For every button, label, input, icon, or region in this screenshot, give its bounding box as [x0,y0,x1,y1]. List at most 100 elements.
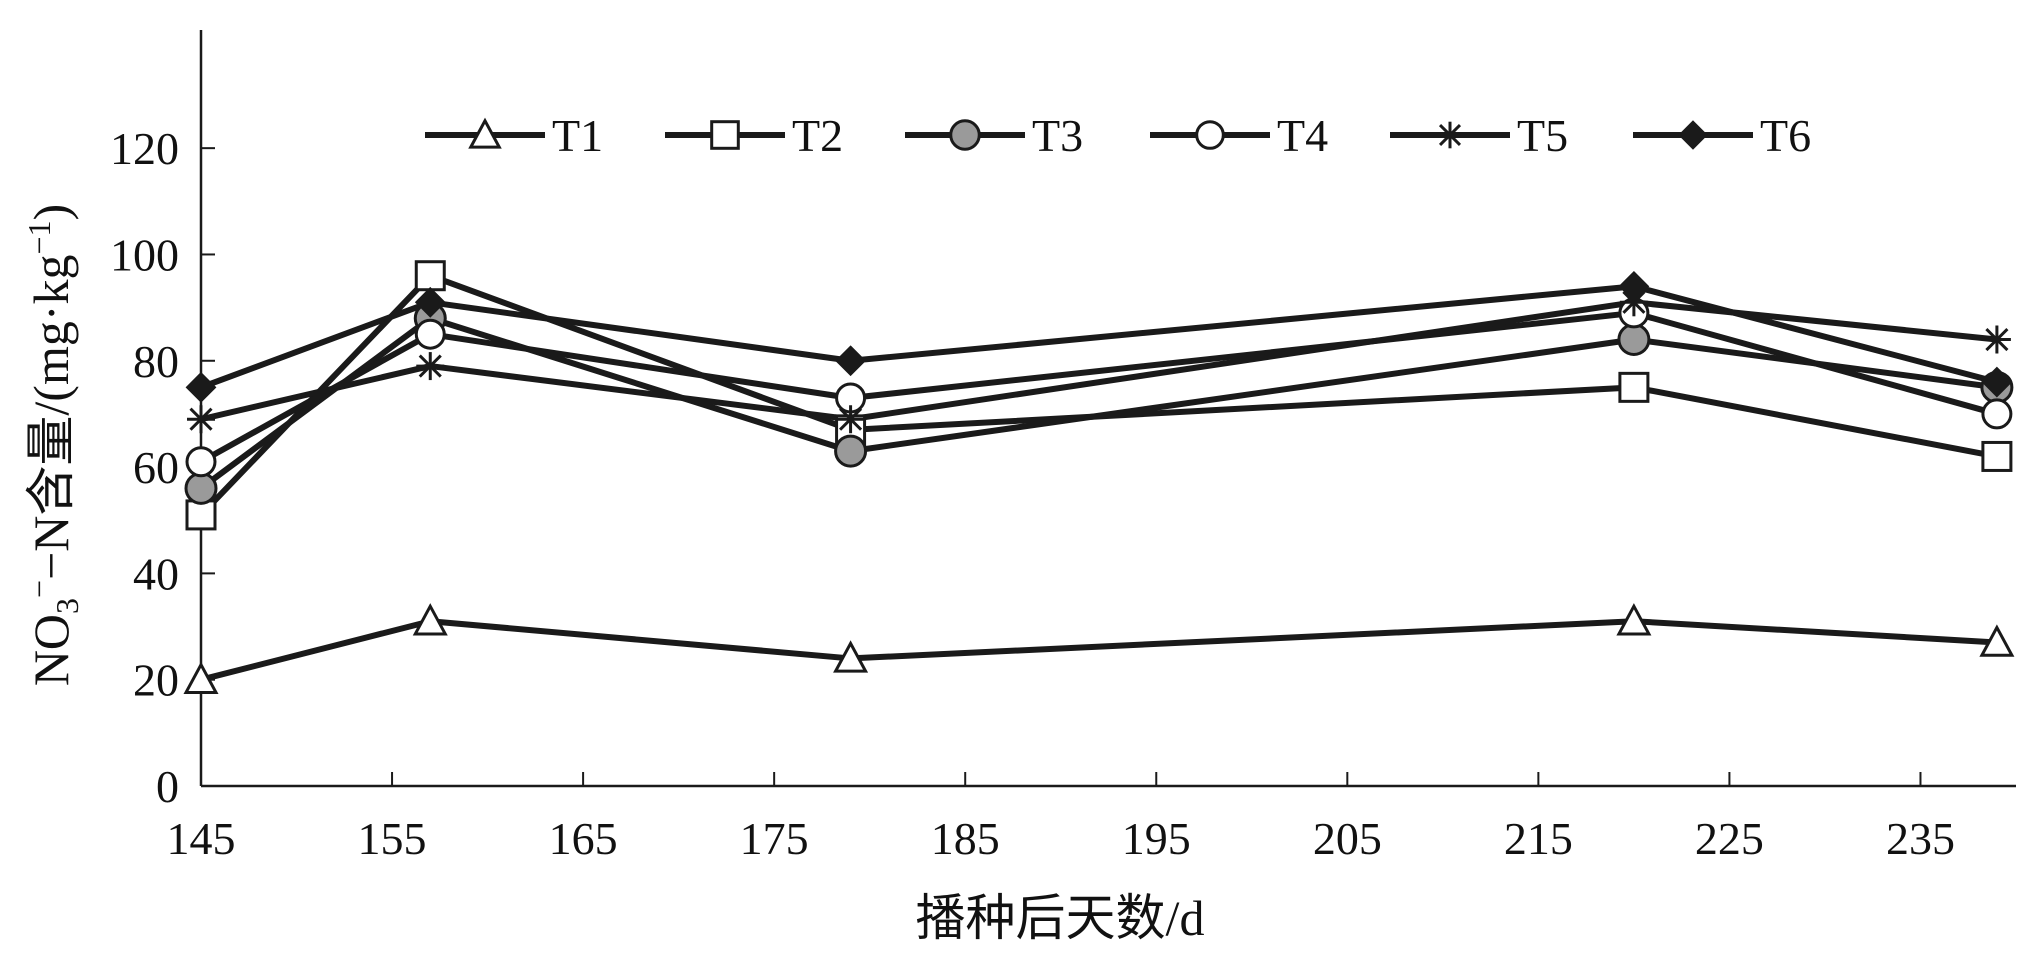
data-point-t1 [833,640,869,673]
data-point-t1 [1979,624,2015,657]
y-tick-label: 20 [133,655,179,706]
gray-circle-marker [834,434,868,468]
legend-item-t3: T3 [905,110,1083,161]
y-tick-label: 0 [156,761,179,812]
gray-circle-marker [184,471,218,505]
diamond-marker [185,371,217,403]
data-point-t1 [412,603,448,636]
data-point-t2 [414,260,446,292]
y-tick-label: 100 [110,229,179,280]
diamond-marker [835,345,866,377]
legend-item-t2: T2 [665,110,843,161]
data-point-t1 [1616,603,1652,636]
asterisk-stroke [839,407,863,431]
square-marker [414,260,446,292]
data-point-t5 [416,352,445,381]
x-tick-label: 185 [931,813,1000,864]
legend-item-t5: T5 [1390,110,1568,161]
y-tick-label: 80 [133,336,179,387]
asterisk-stroke [1438,123,1462,147]
legend-label: T6 [1760,110,1811,161]
data-point-t4 [185,446,217,478]
asterisk-stroke [1985,327,2009,352]
y-title-no: NO [23,614,79,686]
triangle-marker [183,661,219,694]
legend-item-t6: T6 [1633,110,1811,161]
legend-marker [710,120,740,150]
y-title-sub3: 3 [49,598,85,614]
square-marker [185,499,217,531]
data-point-t2 [185,499,217,531]
triangle-marker [1979,624,2015,657]
series-line-t1 [198,618,2000,683]
y-tick-label: 60 [133,442,179,493]
legend-marker [1678,120,1708,150]
open-circle-marker [1195,120,1225,150]
legend: T1 T2 T3 T4 T5 T6 [425,110,1811,161]
data-point-t2 [1981,440,2013,472]
data-point-t6 [835,345,866,377]
x-tick-label: 235 [1886,813,1955,864]
legend-marker [1195,120,1225,150]
legend-label: T3 [1032,110,1083,161]
legend-item-t1: T1 [425,110,603,161]
diamond-marker [1678,120,1708,150]
asterisk-stroke [418,354,442,378]
x-axis-title: 播种后天数/d [916,890,1205,946]
square-marker [710,120,740,150]
gray-circle-marker [949,119,981,151]
triangle-marker [412,603,448,636]
x-tick-label: 145 [167,813,236,864]
triangle-marker [468,117,502,149]
y-title-supminus: − [21,580,57,598]
data-point-t4 [1981,398,2013,430]
asterisk-stroke [1622,290,1646,314]
series-lines [198,272,2000,683]
open-circle-marker [1981,398,2013,430]
legend-label: T2 [792,110,843,161]
series-markers [183,260,2015,694]
data-point-t5 [187,405,215,434]
data-point-t6 [414,286,446,318]
legend-label: T1 [552,110,603,161]
x-tick-label: 165 [549,813,618,864]
legend-marker [1436,121,1464,149]
data-point-t6 [185,371,217,403]
x-tick-label: 225 [1695,813,1764,864]
gray-circle-marker [1617,323,1651,357]
series-line-t5 [198,299,2000,423]
open-circle-marker [414,318,446,350]
diamond-marker [1618,270,1650,302]
data-point-t3 [1617,323,1651,357]
y-title-supneg1: −1 [21,220,57,254]
data-point-t3 [834,434,868,468]
triangle-marker [1616,603,1652,636]
data-point-t4 [414,318,446,350]
data-point-t5 [1982,325,2011,354]
x-tick-label: 215 [1504,813,1573,864]
x-tick-label: 155 [358,813,427,864]
data-point-t3 [184,471,218,505]
data-point-t6 [1618,270,1650,302]
x-tick-label: 195 [1122,813,1191,864]
legend-label: T5 [1517,110,1568,161]
data-point-t2 [1618,371,1650,403]
square-marker [1981,440,2013,472]
y-tick-label: 120 [110,123,179,174]
diamond-marker [1981,366,2013,398]
asterisk-stroke [189,407,213,431]
y-title-close: ) [23,204,79,221]
legend-item-t4: T4 [1150,110,1328,161]
y-tick-label: 40 [133,548,179,599]
x-tick-label: 205 [1313,813,1382,864]
legend-marker [468,117,502,149]
x-tick-label: 175 [740,813,809,864]
y-tick-labels: 0 20 40 60 80 100 120 [110,123,179,812]
legend-marker [949,119,981,151]
data-point-t6 [1981,366,2013,398]
legend-label: T4 [1277,110,1328,161]
open-circle-marker [185,446,217,478]
y-axis-title: NO3−−N含量/(mg·kg−1) [21,204,85,686]
